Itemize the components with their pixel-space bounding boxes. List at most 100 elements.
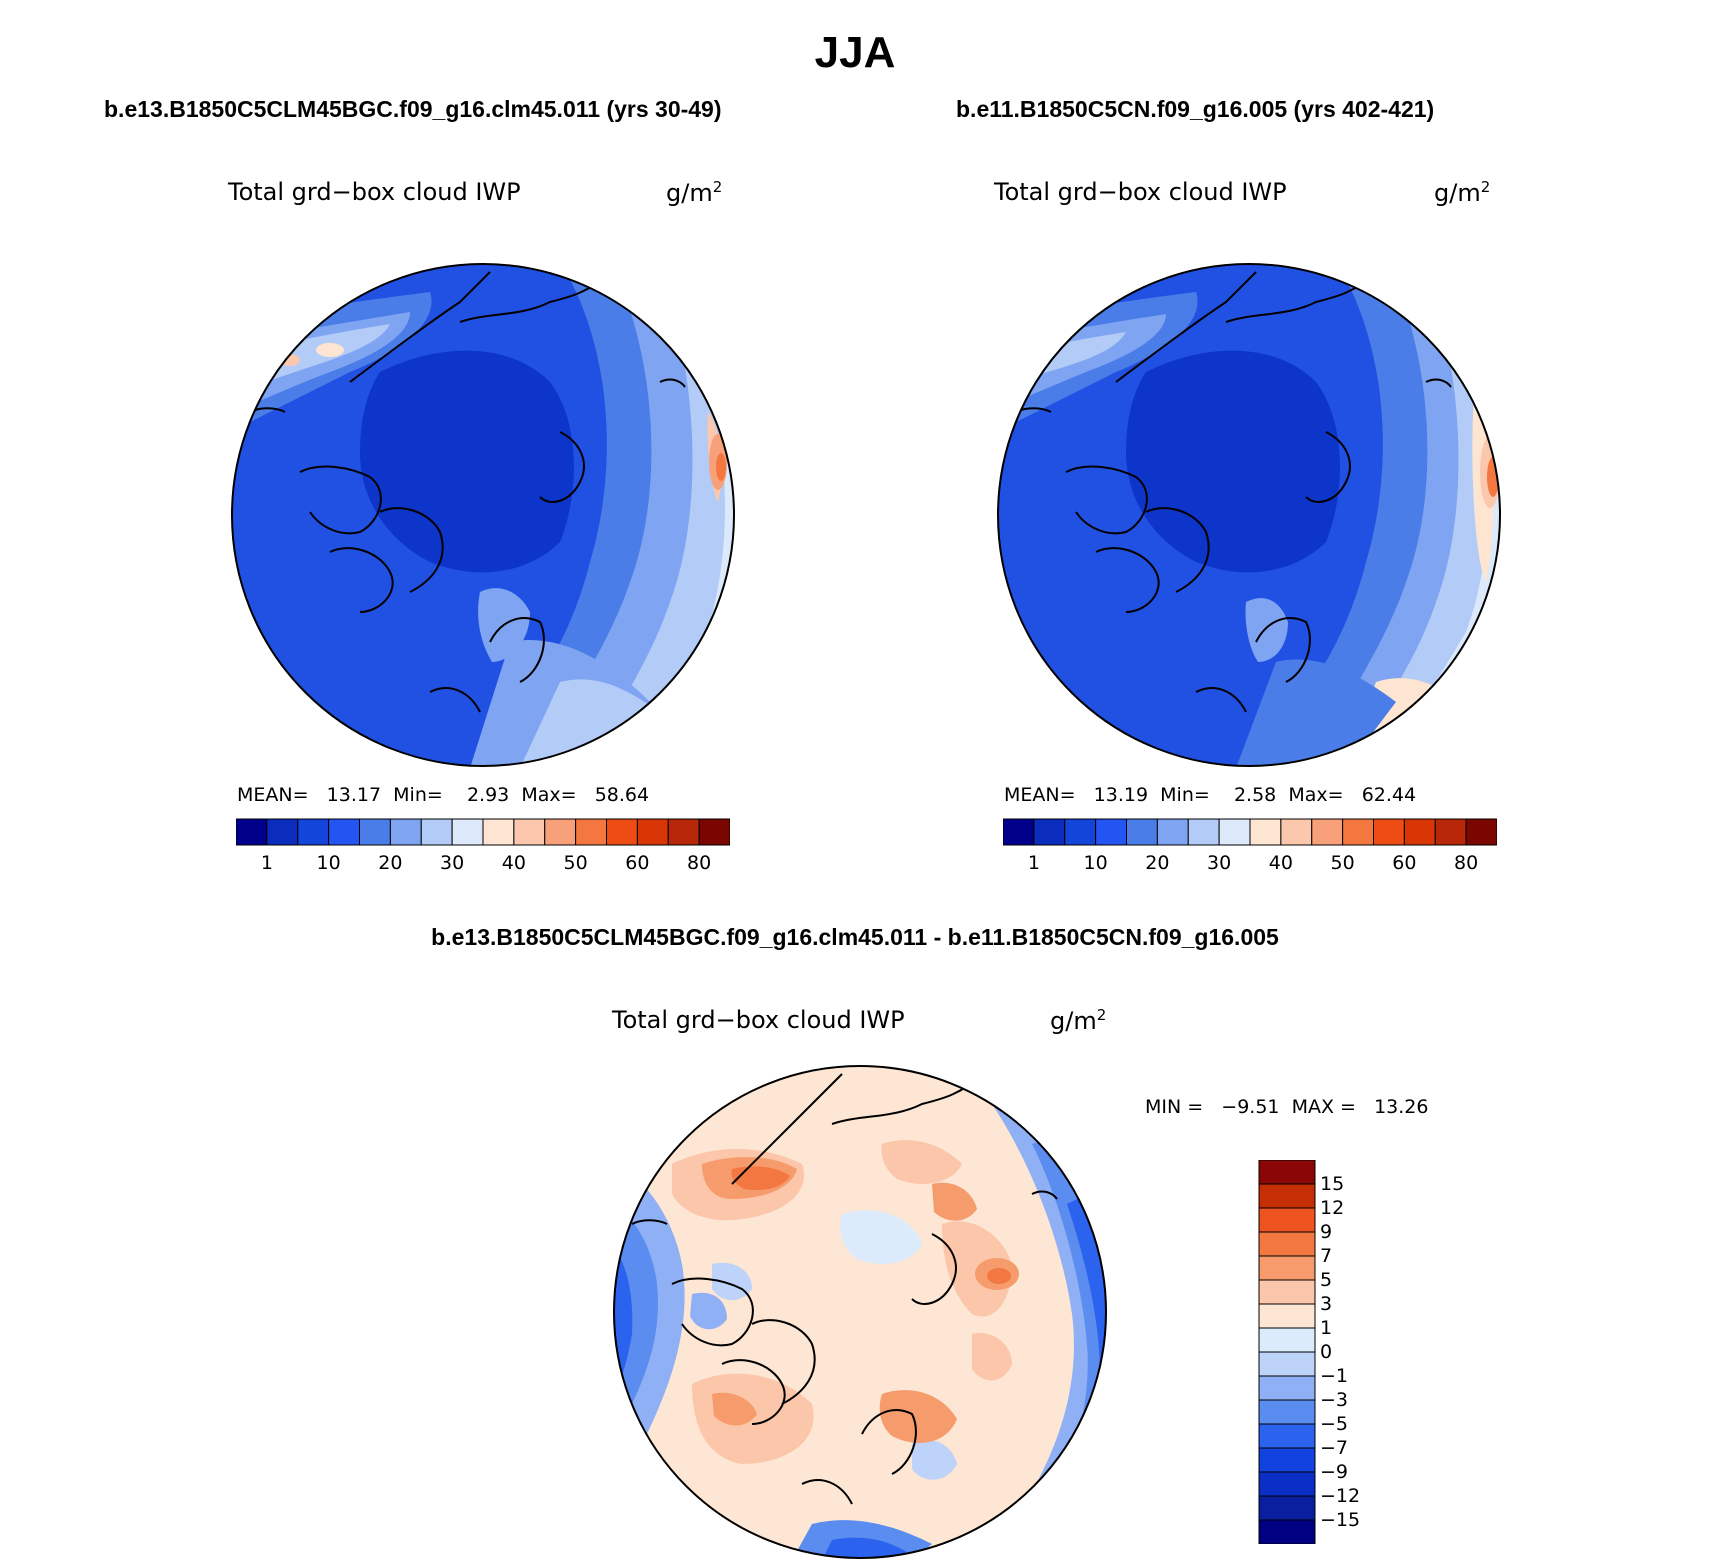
panel1-colorbar-tick-label: 40 <box>501 852 526 874</box>
panel1-variable-title: Total grd−box cloud IWP <box>228 178 521 206</box>
panel2-colorbar-swatch <box>1342 818 1375 846</box>
panel2-colorbar-tick-label: 10 <box>1083 852 1108 874</box>
diff-colorbar-swatch <box>1258 1423 1316 1449</box>
diff-colorbar-tick-label: 12 <box>1320 1197 1345 1219</box>
panel2-colorbar-tick-label: 50 <box>1330 852 1355 874</box>
diff-colorbar-swatch <box>1258 1255 1316 1281</box>
panel1-colorbar-swatch <box>482 818 515 846</box>
panel1-colorbar-swatch <box>636 818 669 846</box>
diff-colorbar-swatch <box>1258 1160 1316 1185</box>
panel1-colorbar-swatch <box>297 818 330 846</box>
panel2-colorbar-swatch <box>1280 818 1313 846</box>
diff-colorbar-tick-label: 7 <box>1320 1245 1333 1267</box>
panel2-colorbar-swatch <box>1403 818 1436 846</box>
diff-colorbar-tick-label: −9 <box>1320 1461 1349 1483</box>
panel1-colorbar-swatch <box>389 818 422 846</box>
panel2-units: g/m2 <box>1434 178 1491 207</box>
diff-map-border <box>613 1065 1107 1559</box>
panel2-colorbar-swatch <box>1311 818 1344 846</box>
diff-colorbar-swatch <box>1258 1351 1316 1377</box>
panel2-colorbar-tick-label: 1 <box>1027 852 1040 874</box>
panel1-colorbar-swatch <box>698 818 730 846</box>
panel2-colorbar-swatch <box>1095 818 1128 846</box>
diff-colorbar-tick-label: −5 <box>1320 1413 1349 1435</box>
diff-colorbar-swatch <box>1258 1207 1316 1233</box>
panel2-colorbar-tick-label: 80 <box>1454 852 1479 874</box>
diff-colorbar-swatch <box>1258 1375 1316 1401</box>
diff-colorbar-tick-label: −12 <box>1320 1485 1361 1507</box>
panel1-case-title: b.e13.B1850C5CLM45BGC.f09_g16.clm45.011 … <box>104 96 722 122</box>
panel1-stats: MEAN= 13.17 Min= 2.93 Max= 58.64 <box>237 784 650 806</box>
panel1-colorbar-tick-label: 60 <box>625 852 650 874</box>
diff-colorbar-swatch <box>1258 1231 1316 1257</box>
panel2-colorbar-swatch <box>1249 818 1282 846</box>
panel2-colorbar-swatch <box>1187 818 1220 846</box>
diff-colorbar-swatch <box>1258 1447 1316 1473</box>
panel1-polar-map <box>231 263 735 767</box>
panel2-colorbar-tick-label: 60 <box>1392 852 1417 874</box>
panel2-colorbar-swatch <box>1003 818 1035 846</box>
panel2-colorbar-swatch <box>1126 818 1158 846</box>
panel2-variable-title: Total grd−box cloud IWP <box>994 178 1287 206</box>
page-title: JJA <box>814 28 896 77</box>
panel2-colorbar-swatch <box>1465 818 1497 846</box>
panel1-colorbar-tick-label: 50 <box>563 852 588 874</box>
diff-colorbar-tick-label: 3 <box>1320 1293 1333 1315</box>
panel2-colorbar-tick-label: 20 <box>1145 852 1170 874</box>
panel2-colorbar-swatch <box>1434 818 1467 846</box>
panel1-colorbar-swatch <box>266 818 299 846</box>
panel2-colorbar-swatch <box>1064 818 1097 846</box>
panel2-colorbar <box>1003 818 1497 846</box>
diff-colorbar-swatch <box>1258 1303 1316 1329</box>
diff-colorbar <box>1258 1160 1316 1544</box>
panel2-colorbar-swatch <box>1156 818 1189 846</box>
diff-colorbar-swatch <box>1258 1519 1316 1544</box>
panel1-colorbar-swatch <box>328 818 361 846</box>
diff-colorbar-swatch <box>1258 1471 1316 1497</box>
diff-colorbar-tick-label: −3 <box>1320 1389 1349 1411</box>
panel1-colorbar-swatch <box>667 818 700 846</box>
diff-colorbar-ticks: −15 −12 −9 −7 −5 −3 −1 0 1 3 5 7 9 12 15 <box>1320 1160 1400 1544</box>
panel1-colorbar-swatch <box>513 818 546 846</box>
panel2-colorbar-tick-label: 30 <box>1207 852 1232 874</box>
panel1-units: g/m2 <box>666 178 723 207</box>
panel2-colorbar-tick-label: 40 <box>1268 852 1293 874</box>
panel1-colorbar-tick-label: 10 <box>316 852 341 874</box>
panel1-colorbar-swatch <box>606 818 638 846</box>
panel2-colorbar-swatch <box>1033 818 1066 846</box>
diff-variable-title: Total grd−box cloud IWP <box>612 1006 905 1034</box>
panel2-stats: MEAN= 13.19 Min= 2.58 Max= 62.44 <box>1004 784 1417 806</box>
panel1-colorbar-ticks: 1 10 20 30 40 50 60 80 <box>236 852 730 878</box>
panel1-colorbar <box>236 818 730 846</box>
panel1-colorbar-swatch <box>451 818 484 846</box>
diff-colorbar-swatch <box>1258 1327 1316 1353</box>
diff-colorbar-tick-label: 0 <box>1320 1341 1333 1363</box>
diff-case-title: b.e13.B1850C5CLM45BGC.f09_g16.clm45.011 … <box>431 924 1279 950</box>
diff-units: g/m2 <box>1050 1006 1107 1035</box>
panel1-colorbar-swatch <box>575 818 608 846</box>
panel1-colorbar-swatch <box>236 818 268 846</box>
panel2-colorbar-swatch <box>1218 818 1251 846</box>
diff-colorbar-tick-label: 5 <box>1320 1269 1333 1291</box>
panel1-colorbar-tick-label: 20 <box>378 852 403 874</box>
panel1-colorbar-swatch <box>359 818 391 846</box>
diff-colorbar-tick-label: −7 <box>1320 1437 1349 1459</box>
diff-colorbar-swatch <box>1258 1183 1316 1209</box>
diff-minmax: MIN = −9.51 MAX = 13.26 <box>1145 1096 1429 1118</box>
diff-colorbar-swatch <box>1258 1495 1316 1521</box>
diff-colorbar-tick-label: −1 <box>1320 1365 1349 1387</box>
panel2-colorbar-ticks: 1 10 20 30 40 50 60 80 <box>1003 852 1497 878</box>
panel1-map-border <box>231 263 735 767</box>
diff-colorbar-tick-label: 15 <box>1320 1173 1345 1195</box>
diff-colorbar-tick-label: 1 <box>1320 1317 1333 1339</box>
panel1-field <box>232 264 734 766</box>
panel1-colorbar-tick-label: 1 <box>260 852 273 874</box>
diff-colorbar-swatch <box>1258 1279 1316 1305</box>
panel2-case-title: b.e11.B1850C5CN.f09_g16.005 (yrs 402-421… <box>956 96 1435 122</box>
panel2-map-border <box>997 263 1501 767</box>
diff-colorbar-tick-label: 9 <box>1320 1221 1333 1243</box>
diff-polar-map <box>613 1065 1107 1559</box>
panel1-colorbar-tick-label: 30 <box>440 852 465 874</box>
panel2-colorbar-swatch <box>1373 818 1405 846</box>
panel2-polar-map <box>997 263 1501 767</box>
